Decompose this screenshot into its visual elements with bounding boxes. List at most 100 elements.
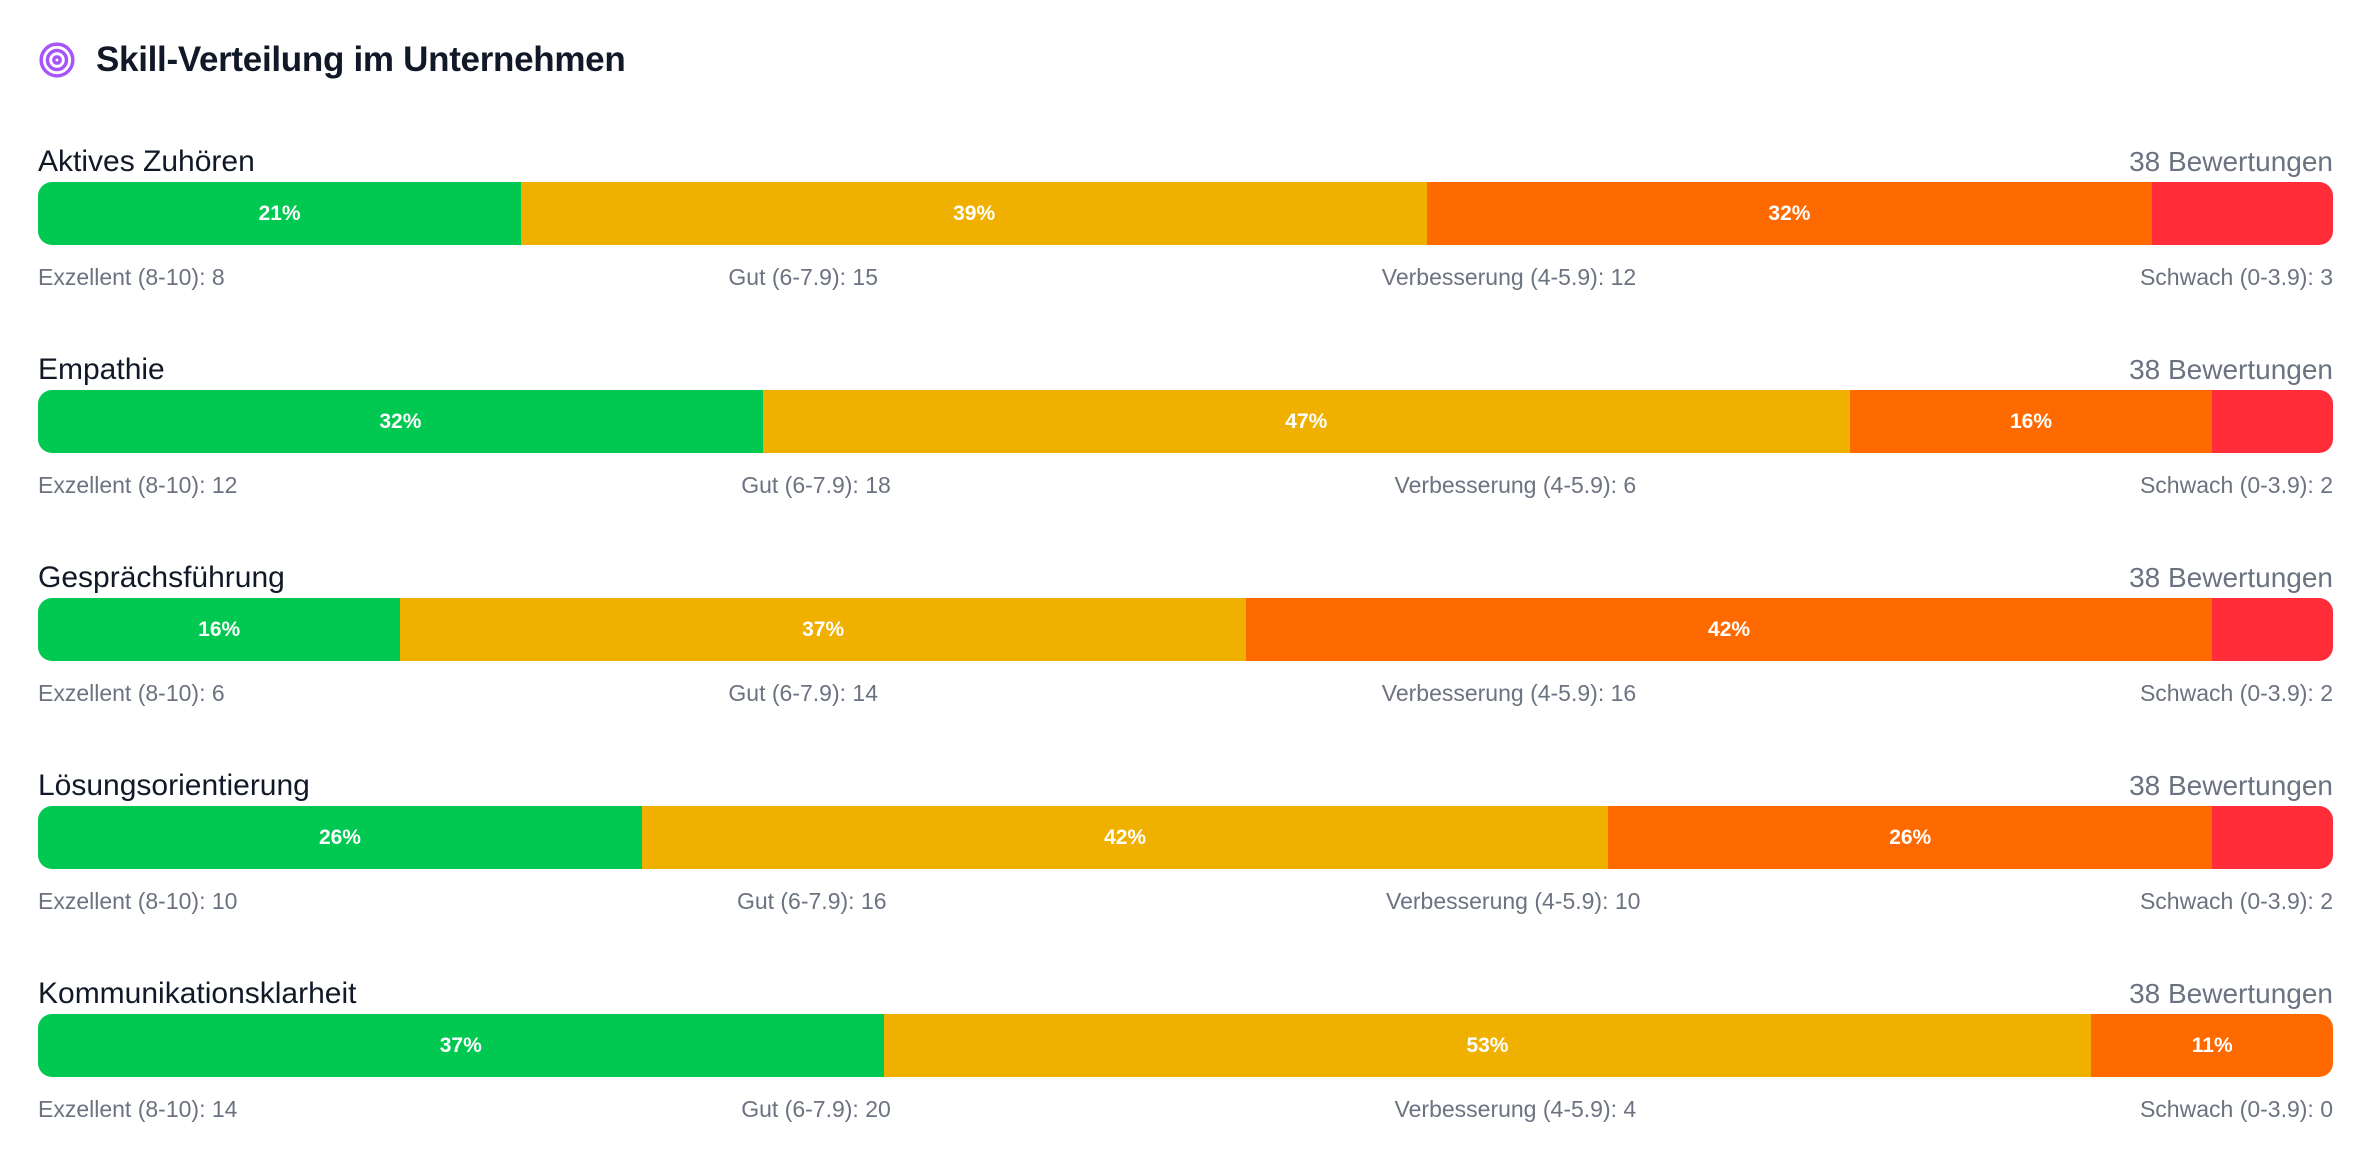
- bar-segment-1: 53%: [883, 1014, 2092, 1077]
- legend-item: Verbesserung (4-5.9): 12: [1381, 264, 1637, 290]
- bar-segment-0: 16%: [38, 598, 401, 661]
- legend-item: Gut (6-7.9): 16: [736, 888, 887, 914]
- bar-segment-3: [2212, 806, 2333, 869]
- skill-name: Gesprächsführung: [38, 561, 285, 594]
- bar-segment-2: 16%: [1849, 390, 2213, 453]
- bar-segment-0: 37%: [38, 1014, 884, 1077]
- legend-category: Exzellent (8-10): [38, 264, 200, 290]
- stacked-bar: 16% 37% 42%: [38, 598, 2333, 661]
- legend-item: Gut (6-7.9): 14: [728, 680, 878, 706]
- legend-item: Exzellent (8-10): 8: [38, 264, 225, 290]
- rating-count: 38 Bewertungen: [2129, 770, 2333, 801]
- legend-category: Schwach (0-3.9): [2139, 264, 2308, 290]
- legend-category: Exzellent (8-10): [38, 888, 200, 914]
- legend-category: Verbesserung (4-5.9): [1386, 888, 1603, 914]
- segment-percent-label: 32%: [379, 409, 422, 433]
- legend-count: 12: [211, 472, 238, 498]
- legend-item: Verbesserung (4-5.9): 4: [1394, 1096, 1637, 1122]
- legend-count: 2: [2320, 680, 2333, 706]
- legend-item: Schwach (0-3.9): 3: [2139, 264, 2333, 290]
- legend-item: Verbesserung (4-5.9): 10: [1386, 888, 1641, 914]
- bar-segment-1: 47%: [762, 390, 1850, 453]
- segment-percent-label: 47%: [1285, 409, 1328, 433]
- stacked-bar: 26% 42% 26%: [38, 806, 2333, 869]
- rating-count: 38 Bewertungen: [2129, 978, 2333, 1009]
- legend-item: Gut (6-7.9): 15: [728, 264, 878, 290]
- legend-item: Schwach (0-3.9): 0: [2139, 1096, 2333, 1122]
- segment-percent-label: 37%: [439, 1033, 482, 1057]
- segment-percent-label: 21%: [258, 201, 301, 225]
- row-header: Empathie 38 Bewertungen: [38, 350, 2333, 390]
- legend-item: Exzellent (8-10): 10: [38, 888, 238, 914]
- legend-count: 14: [852, 680, 878, 706]
- legend-category: Verbesserung (4-5.9): [1381, 680, 1598, 706]
- legend-count: 4: [1623, 1096, 1637, 1122]
- legend-category: Verbesserung (4-5.9): [1381, 264, 1598, 290]
- bar-segment-0: 21%: [38, 182, 522, 245]
- segment-percent-label: 42%: [1708, 617, 1751, 641]
- legend-count: 10: [211, 888, 238, 914]
- legend-category: Schwach (0-3.9): [2139, 680, 2308, 706]
- legend-item: Schwach (0-3.9): 2: [2139, 888, 2333, 914]
- bar-segment-3: [2212, 598, 2333, 661]
- legend-count: 10: [1614, 888, 1641, 914]
- stacked-bar: 21% 39% 32%: [38, 182, 2333, 245]
- legend-count: 2: [2320, 472, 2333, 498]
- legend-count: 2: [2320, 888, 2333, 914]
- bar-segment-1: 37%: [400, 598, 1246, 661]
- legend-category: Exzellent (8-10): [38, 472, 200, 498]
- bar-segment-3: [2151, 182, 2333, 245]
- legend-category: Gut (6-7.9): [741, 1096, 853, 1122]
- legend-category: Exzellent (8-10): [38, 680, 200, 706]
- legend-count: 16: [860, 888, 887, 914]
- legend-category: Gut (6-7.9): [736, 888, 849, 914]
- legend-item: Exzellent (8-10): 14: [38, 1096, 238, 1122]
- bar-segment-2: 11%: [2091, 1014, 2333, 1077]
- row-header: Aktives Zuhören 38 Bewertungen: [38, 142, 2333, 182]
- skill-name: Empathie: [38, 353, 165, 386]
- skill-row: Lösungsorientierung 38 Bewertungen 26% 4…: [38, 766, 2333, 966]
- legend: Exzellent (8-10): 6 Gut (6-7.9): 14 Verbes…: [38, 680, 2333, 707]
- segment-percent-label: 39%: [953, 201, 996, 225]
- bar-segment-1: 42%: [641, 806, 1609, 869]
- legend-category: Schwach (0-3.9): [2139, 472, 2308, 498]
- legend-item: Exzellent (8-10): 6: [38, 680, 225, 706]
- legend-count: 20: [865, 1096, 891, 1122]
- legend-count: 16: [1610, 680, 1637, 706]
- legend-item: Schwach (0-3.9): 2: [2139, 680, 2333, 706]
- skill-row: Kommunikationsklarheit 38 Bewertungen 37…: [38, 974, 2333, 1174]
- legend-count: 8: [211, 264, 225, 290]
- stacked-bar: 37% 53% 11%: [38, 1014, 2333, 1077]
- card-header: Skill-Verteilung im Unternehmen: [38, 38, 626, 82]
- rating-count: 38 Bewertungen: [2129, 146, 2333, 177]
- legend-count: 6: [211, 680, 225, 706]
- skill-row: Gesprächsführung 38 Bewertungen 16% 37% …: [38, 558, 2333, 758]
- stacked-bar: 32% 47% 16%: [38, 390, 2333, 453]
- segment-percent-label: 16%: [2009, 409, 2053, 433]
- segment-percent-label: 26%: [1889, 825, 1932, 849]
- skill-row: Aktives Zuhören 38 Bewertungen 21% 39% 3…: [38, 142, 2333, 342]
- segment-percent-label: 11%: [2191, 1033, 2233, 1057]
- segment-percent-label: 37%: [802, 617, 845, 641]
- legend-item: Gut (6-7.9): 20: [741, 1096, 891, 1122]
- legend-category: Verbesserung (4-5.9): [1394, 472, 1611, 498]
- page-title: Skill-Verteilung im Unternehmen: [96, 40, 626, 79]
- legend: Exzellent (8-10): 10 Gut (6-7.9): 16 Verbe…: [38, 888, 2333, 915]
- legend-category: Verbesserung (4-5.9): [1394, 1096, 1611, 1122]
- legend-count: 0: [2320, 1096, 2333, 1122]
- row-header: Kommunikationsklarheit 38 Bewertungen: [38, 974, 2333, 1014]
- legend-item: Verbesserung (4-5.9): 6: [1394, 472, 1637, 498]
- bar-segment-2: 42%: [1245, 598, 2213, 661]
- skill-name: Aktives Zuhören: [38, 145, 255, 178]
- legend-count: 3: [2320, 264, 2333, 290]
- legend-category: Gut (6-7.9): [728, 264, 840, 290]
- bar-segment-0: 26%: [38, 806, 642, 869]
- segment-percent-label: 26%: [318, 825, 361, 849]
- legend: Exzellent (8-10): 14 Gut (6-7.9): 20 Verbe…: [38, 1096, 2333, 1123]
- segment-percent-label: 42%: [1104, 825, 1147, 849]
- rating-count: 38 Bewertungen: [2129, 562, 2333, 593]
- segment-percent-label: 16%: [198, 617, 241, 641]
- legend-item: Gut (6-7.9): 18: [741, 472, 891, 498]
- legend-count: 12: [1610, 264, 1637, 290]
- legend-count: 18: [865, 472, 891, 498]
